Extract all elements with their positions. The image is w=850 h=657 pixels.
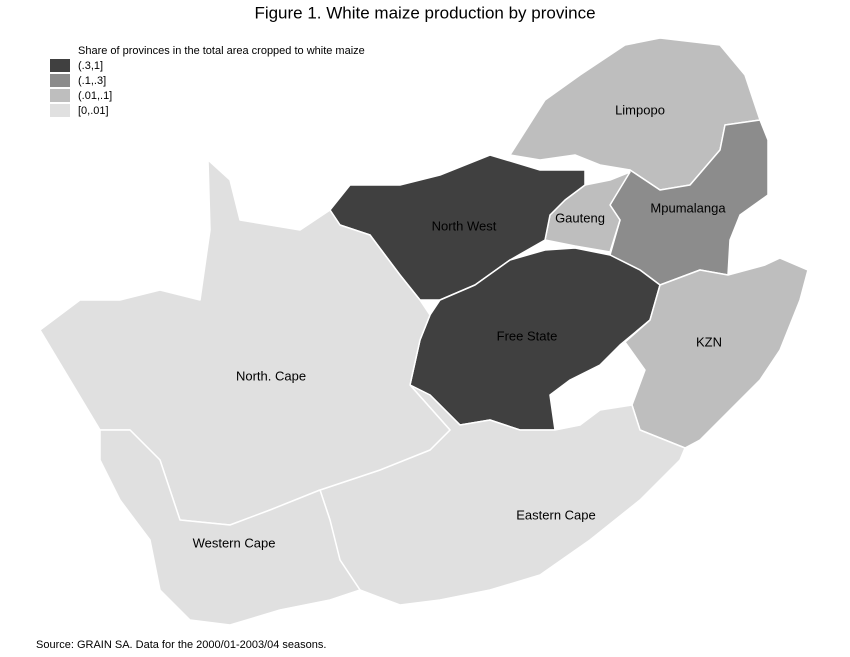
province <box>99 429 361 626</box>
legend-label: (.3,1] <box>78 60 103 72</box>
province <box>624 257 809 449</box>
legend-swatch <box>50 59 70 72</box>
legend-title: Share of provinces in the total area cro… <box>78 45 365 57</box>
province-label: Western Cape <box>193 535 276 550</box>
province-label: North West <box>432 218 497 233</box>
source-note: Source: GRAIN SA. Data for the 2000/01-2… <box>36 639 326 651</box>
province-label: Gauteng <box>555 210 605 225</box>
legend-swatch <box>50 104 70 117</box>
province-label: KZN <box>696 334 722 349</box>
legend-label: [0,.01] <box>78 105 109 117</box>
map-title: Figure 1. White maize production by prov… <box>254 3 595 22</box>
legend-label: (.01,.1] <box>78 90 112 102</box>
province-label: Limpopo <box>615 102 665 117</box>
legend-label: (.1,.3] <box>78 75 106 87</box>
legend-swatch <box>50 89 70 102</box>
province-label: Eastern Cape <box>516 507 596 522</box>
province-label: Mpumalanga <box>650 200 726 215</box>
province-label: Free State <box>497 328 558 343</box>
legend-swatch <box>50 74 70 87</box>
province-label: North. Cape <box>236 368 306 383</box>
